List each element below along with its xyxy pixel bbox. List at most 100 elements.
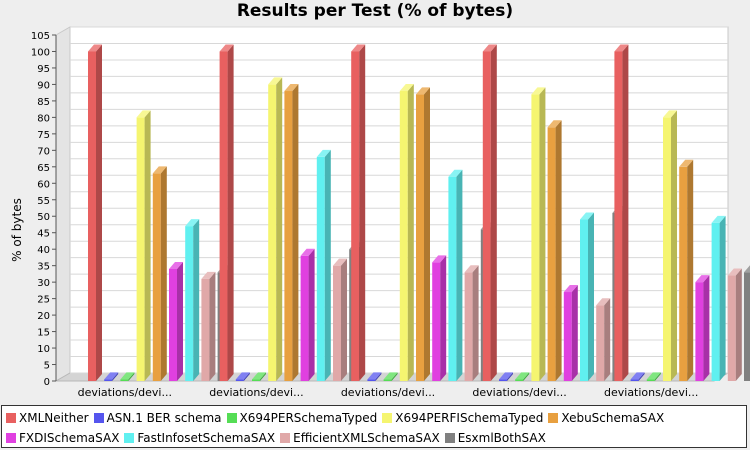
bar-side bbox=[227, 44, 234, 381]
legend-label: EsxmlBothSAX bbox=[457, 430, 546, 445]
y-tick-label: 70 bbox=[37, 146, 50, 157]
bar bbox=[646, 379, 655, 381]
plot-side-wall bbox=[55, 26, 71, 382]
bar-top bbox=[219, 44, 234, 52]
bar bbox=[104, 379, 113, 381]
bar bbox=[416, 94, 424, 382]
bar-side bbox=[555, 120, 562, 382]
y-tick-label: 25 bbox=[37, 295, 50, 306]
x-tick-label: deviations/devi... bbox=[209, 386, 303, 399]
y-tick-label: 10 bbox=[37, 344, 50, 355]
bar-top bbox=[252, 372, 266, 380]
legend-label: X694PERFISchemaTyped bbox=[395, 410, 544, 425]
bar-side bbox=[703, 275, 710, 381]
bar bbox=[399, 91, 408, 382]
bar bbox=[252, 379, 260, 381]
bar-top bbox=[169, 261, 183, 269]
bar-side bbox=[324, 149, 331, 381]
legend-label: XMLNeither bbox=[19, 410, 89, 425]
bar-top bbox=[711, 215, 726, 223]
y-tick-label: 80 bbox=[37, 113, 50, 124]
legend-swatch bbox=[124, 432, 135, 443]
bar-top bbox=[432, 255, 447, 263]
legend-item: XebuSchemaSAX bbox=[548, 411, 664, 425]
bar-top bbox=[235, 372, 250, 380]
bar bbox=[531, 94, 540, 382]
bar-side bbox=[359, 44, 366, 381]
bar bbox=[219, 51, 228, 381]
bar-side bbox=[735, 268, 742, 381]
legend-swatch bbox=[280, 432, 291, 443]
legend-swatch bbox=[93, 412, 104, 423]
bar bbox=[383, 379, 392, 381]
bar-side bbox=[424, 87, 430, 382]
y-tick-label: 30 bbox=[37, 278, 50, 289]
bar bbox=[201, 278, 210, 381]
legend-item: XMLNeither bbox=[6, 411, 89, 425]
bar-side bbox=[144, 110, 151, 381]
y-tick-label: 55 bbox=[37, 196, 50, 207]
bar-side bbox=[341, 258, 347, 381]
bar bbox=[464, 272, 473, 381]
bar-top bbox=[383, 372, 398, 380]
plot-back-wall bbox=[69, 26, 729, 374]
bar-top bbox=[300, 248, 315, 256]
bar-side bbox=[276, 77, 283, 381]
legend-swatch bbox=[382, 412, 393, 423]
legend-item: FXDISchemaSAX bbox=[6, 431, 119, 445]
x-tick-label: deviations/devi... bbox=[472, 386, 566, 399]
bar-top bbox=[120, 372, 135, 380]
bar-side bbox=[687, 159, 694, 381]
bar-top bbox=[744, 265, 750, 273]
legend-item: X694PERSchemaTyped bbox=[226, 410, 378, 425]
legend-item: ASN.1 BER schema bbox=[93, 410, 222, 425]
bar-side bbox=[671, 110, 677, 381]
bar bbox=[663, 117, 671, 381]
bar bbox=[351, 51, 360, 381]
bar bbox=[333, 265, 341, 381]
bar-side bbox=[128, 372, 135, 381]
bar-side bbox=[209, 271, 216, 381]
bar-top bbox=[268, 77, 283, 85]
y-axis-label: % of bytes bbox=[10, 198, 24, 262]
bar-side bbox=[604, 298, 611, 381]
legend-swatch bbox=[6, 432, 16, 443]
bar-top bbox=[596, 298, 611, 306]
bar bbox=[482, 51, 491, 381]
bar bbox=[499, 379, 507, 381]
bar-side bbox=[292, 84, 299, 382]
bar bbox=[88, 51, 96, 381]
legend-item: FastInfosetSchemaSAX bbox=[124, 431, 275, 445]
y-tick-label: 35 bbox=[37, 262, 50, 273]
bar-side bbox=[375, 372, 382, 381]
bar-top bbox=[464, 265, 479, 273]
bar bbox=[596, 305, 605, 381]
bar-top bbox=[547, 120, 562, 128]
chart-title: Results per Test (% of bytes) bbox=[236, 1, 514, 21]
bar bbox=[284, 91, 293, 382]
y-tick-label: 50 bbox=[37, 212, 50, 223]
legend-item: X694PERFISchemaTyped bbox=[382, 411, 543, 425]
bar-side bbox=[308, 248, 315, 381]
bar-side bbox=[456, 169, 463, 381]
bar-top bbox=[88, 44, 102, 52]
bar-top bbox=[448, 169, 463, 177]
legend-label: XebuSchemaSAX bbox=[561, 410, 665, 425]
y-tick-label: 65 bbox=[37, 163, 50, 174]
x-tick-label: deviations/devi... bbox=[604, 386, 698, 399]
y-tick-label: 20 bbox=[37, 311, 50, 322]
legend-item: EsxmlBothSAX bbox=[444, 430, 546, 445]
bar-top bbox=[367, 372, 382, 380]
legend: XMLNeither ASN.1 BER schema X694PERSchemaT… bbox=[1, 405, 747, 448]
legend-label: ASN.1 BER schema bbox=[106, 410, 222, 425]
bar-side bbox=[472, 265, 479, 381]
bar-side bbox=[243, 372, 250, 381]
legend-label: X694PERSchemaTyped bbox=[239, 410, 378, 425]
bar-top bbox=[201, 271, 216, 279]
legend-label: FastInfosetSchemaSAX bbox=[137, 430, 276, 445]
bar bbox=[448, 176, 457, 381]
bar bbox=[169, 268, 177, 381]
bar bbox=[563, 292, 572, 381]
y-tick-label: 60 bbox=[37, 179, 50, 190]
legend-swatch bbox=[444, 432, 455, 443]
